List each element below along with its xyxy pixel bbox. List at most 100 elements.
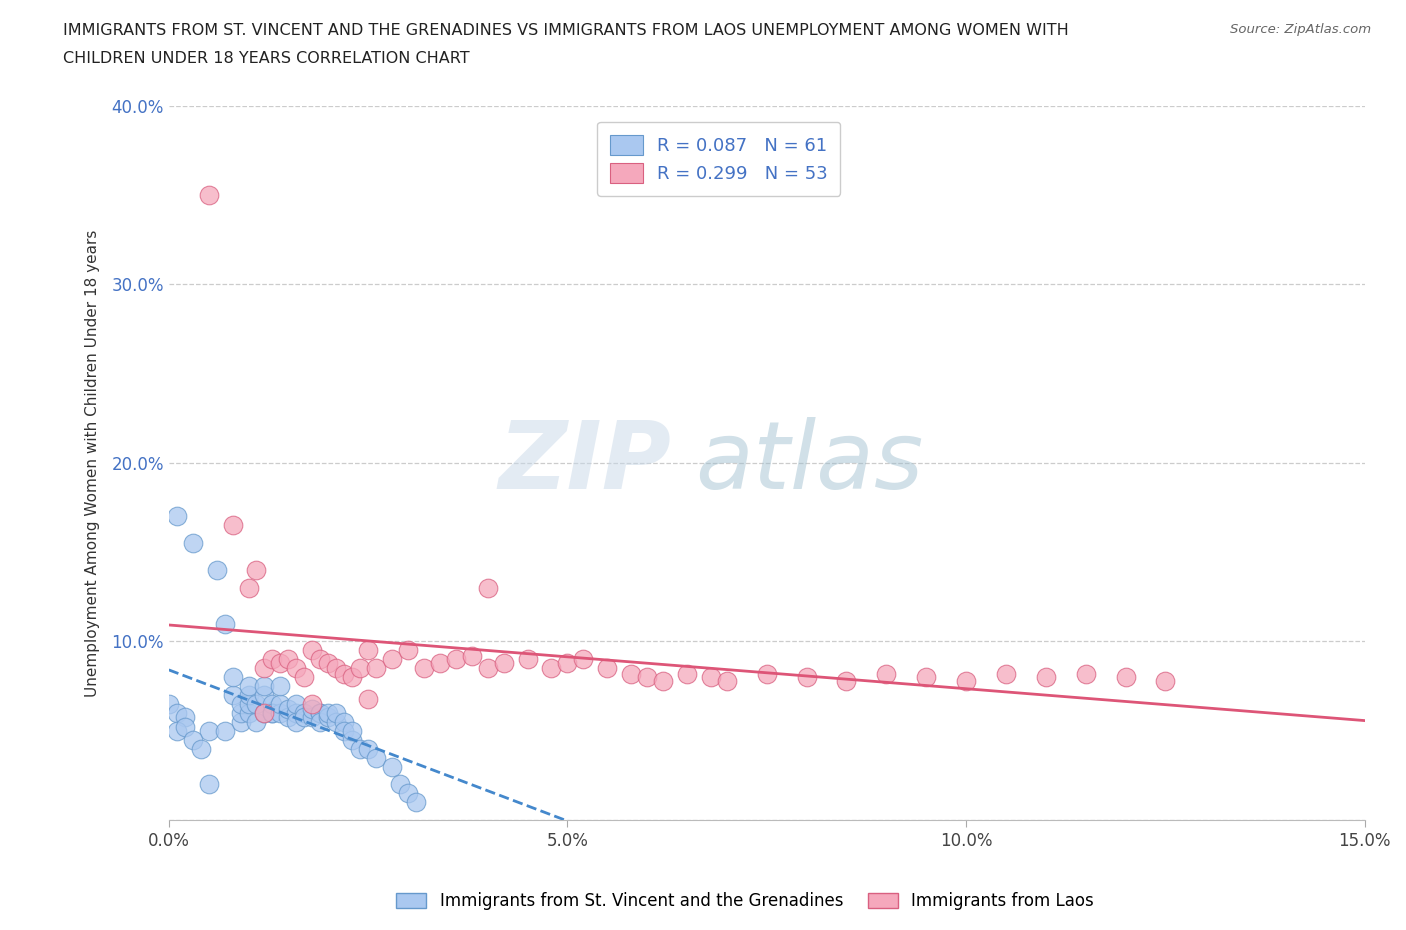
Point: [835, 673, 858, 688]
Point: [325, 714, 347, 729]
Point: [245, 697, 267, 711]
Point: [309, 706, 332, 721]
Point: [253, 661, 276, 676]
Point: [915, 670, 938, 684]
Text: IMMIGRANTS FROM ST. VINCENT AND THE GRENADINES VS IMMIGRANTS FROM LAOS UNEMPLOYM: IMMIGRANTS FROM ST. VINCENT AND THE GREN…: [63, 23, 1069, 38]
Point: [1154, 673, 1177, 688]
Point: [381, 759, 404, 774]
Point: [477, 580, 499, 595]
Point: [349, 741, 371, 756]
Point: [340, 724, 363, 738]
Point: [173, 720, 195, 735]
Point: [253, 687, 276, 702]
Point: [245, 563, 267, 578]
Point: [277, 652, 299, 667]
Point: [181, 536, 204, 551]
Point: [253, 706, 276, 721]
Point: [238, 679, 260, 694]
Point: [292, 670, 315, 684]
Point: [166, 706, 188, 721]
Point: [492, 656, 515, 671]
Point: [197, 188, 219, 203]
Point: [540, 661, 562, 676]
Point: [277, 709, 299, 724]
Point: [285, 714, 308, 729]
Point: [676, 666, 699, 681]
Point: [262, 697, 284, 711]
Point: [333, 724, 356, 738]
Point: [269, 697, 291, 711]
Y-axis label: Unemployment Among Women with Children Under 18 years: Unemployment Among Women with Children U…: [86, 229, 100, 697]
Point: [238, 697, 260, 711]
Point: [596, 661, 619, 676]
Point: [396, 786, 419, 801]
Point: [572, 652, 595, 667]
Point: [292, 706, 315, 721]
Point: [636, 670, 658, 684]
Point: [340, 732, 363, 747]
Point: [309, 706, 332, 721]
Point: [349, 661, 371, 676]
Point: [700, 670, 723, 684]
Point: [197, 724, 219, 738]
Text: atlas: atlas: [695, 418, 924, 509]
Point: [357, 643, 380, 658]
Point: [269, 706, 291, 721]
Point: [396, 643, 419, 658]
Point: [229, 706, 252, 721]
Point: [269, 679, 291, 694]
Legend: Immigrants from St. Vincent and the Grenadines, Immigrants from Laos: Immigrants from St. Vincent and the Gren…: [389, 885, 1101, 917]
Point: [301, 643, 323, 658]
Point: [364, 751, 387, 765]
Point: [516, 652, 538, 667]
Point: [262, 706, 284, 721]
Point: [301, 697, 323, 711]
Point: [1074, 666, 1097, 681]
Point: [190, 741, 212, 756]
Point: [277, 702, 299, 717]
Point: [413, 661, 436, 676]
Point: [405, 795, 427, 810]
Point: [477, 661, 499, 676]
Point: [269, 656, 291, 671]
Point: [285, 706, 308, 721]
Point: [166, 724, 188, 738]
Point: [214, 617, 236, 631]
Point: [388, 777, 411, 791]
Point: [875, 666, 897, 681]
Point: [301, 702, 323, 717]
Point: [1035, 670, 1057, 684]
Point: [316, 656, 339, 671]
Point: [262, 706, 284, 721]
Point: [229, 714, 252, 729]
Point: [357, 741, 380, 756]
Point: [221, 670, 243, 684]
Point: [238, 580, 260, 595]
Point: [461, 648, 484, 663]
Point: [173, 709, 195, 724]
Point: [309, 714, 332, 729]
Point: [716, 673, 738, 688]
Point: [620, 666, 643, 681]
Point: [214, 724, 236, 738]
Point: [755, 666, 778, 681]
Point: [381, 652, 404, 667]
Point: [166, 509, 188, 524]
Point: [333, 666, 356, 681]
Point: [221, 518, 243, 533]
Point: [205, 563, 228, 578]
Text: ZIP: ZIP: [498, 417, 671, 509]
Point: [221, 687, 243, 702]
Point: [325, 661, 347, 676]
Point: [309, 652, 332, 667]
Point: [994, 666, 1017, 681]
Point: [340, 670, 363, 684]
Point: [429, 656, 451, 671]
Point: [181, 732, 204, 747]
Point: [364, 661, 387, 676]
Point: [238, 687, 260, 702]
Point: [253, 679, 276, 694]
Point: [157, 697, 180, 711]
Point: [262, 652, 284, 667]
Text: CHILDREN UNDER 18 YEARS CORRELATION CHART: CHILDREN UNDER 18 YEARS CORRELATION CHAR…: [63, 51, 470, 66]
